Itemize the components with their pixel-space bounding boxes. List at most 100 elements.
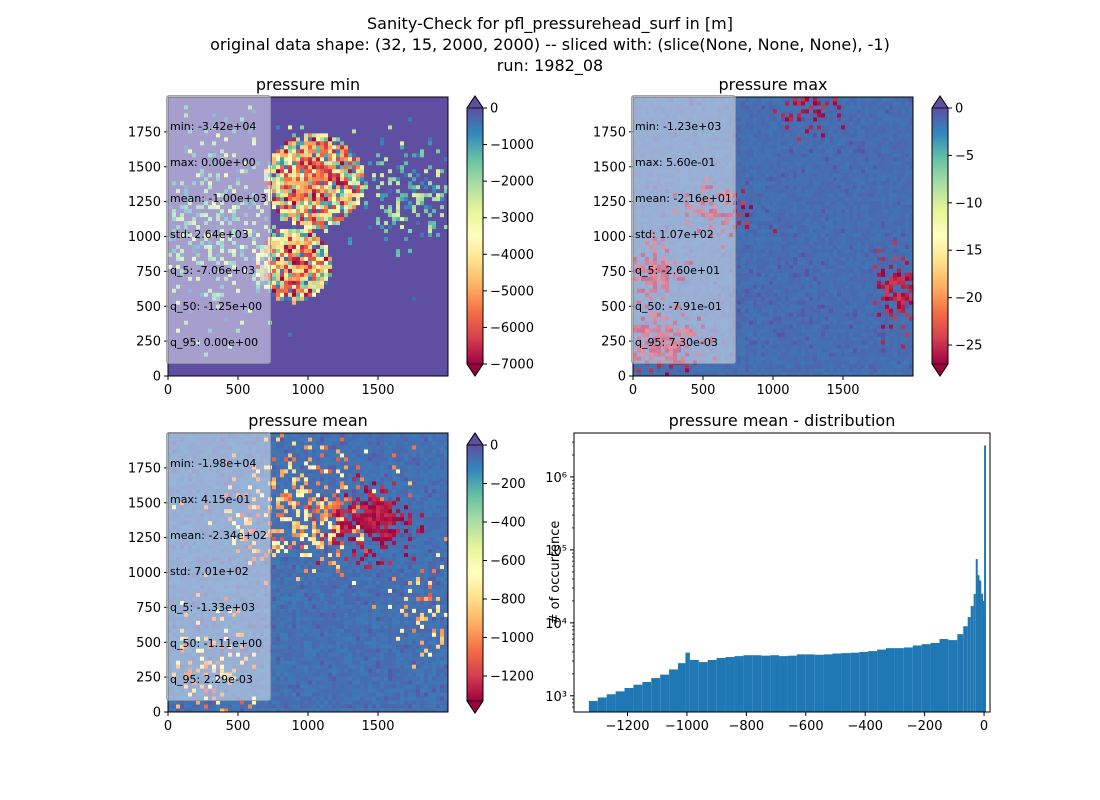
heatmap-cell (380, 224, 385, 230)
heatmap-cell (344, 264, 349, 269)
heatmap-cell (384, 220, 389, 226)
heatmap-cell (256, 204, 261, 210)
heatmap-cell (180, 372, 185, 377)
heatmap-cell (440, 212, 445, 218)
heatmap-cell (432, 344, 437, 349)
heatmap-cell (412, 328, 417, 333)
heatmap-cell (212, 112, 217, 118)
heatmap-cell (436, 188, 441, 194)
heatmap-cell (404, 360, 409, 365)
heatmap-cell (416, 288, 421, 293)
heatmap-cell (192, 300, 197, 305)
heatmap-cell (220, 248, 225, 253)
heatmap-cell (208, 344, 213, 349)
heatmap-cell (633, 348, 638, 353)
heatmap-cell (332, 220, 337, 226)
heatmap-cell (340, 344, 345, 349)
heatmap-cell (400, 256, 405, 261)
heatmap-cell (340, 336, 345, 341)
heatmap-cell (356, 232, 361, 237)
heatmap-cell (444, 172, 449, 178)
heatmap-cell (440, 224, 445, 230)
heatmap-cell (256, 152, 261, 158)
heatmap-cell (384, 308, 389, 313)
heatmap-cell (364, 164, 369, 170)
heatmap-cell (288, 328, 293, 333)
heatmap-cell (416, 108, 421, 114)
heatmap-cell (220, 160, 225, 166)
heatmap-cell (276, 300, 281, 305)
heatmap-cell (212, 148, 217, 154)
heatmap-cell (256, 252, 261, 257)
heatmap-cell (300, 364, 305, 369)
heatmap-cell (180, 108, 185, 114)
heatmap-cell (192, 140, 197, 146)
heatmap-cell (184, 228, 189, 234)
heatmap-cell (312, 240, 317, 245)
heatmap-cell (176, 168, 181, 174)
heatmap-cell (404, 300, 409, 305)
heatmap-cell (384, 280, 389, 285)
heatmap-cell (432, 136, 437, 142)
heatmap-cell (280, 256, 285, 261)
heatmap-cell (188, 144, 193, 150)
heatmap-cell (252, 352, 257, 357)
heatmap-cell (224, 208, 229, 214)
heatmap-cell (196, 212, 201, 218)
heatmap-cell (212, 188, 217, 194)
heatmap-cell (444, 180, 449, 186)
heatmap-cell (292, 168, 297, 174)
heatmap-cell (240, 296, 245, 301)
heatmap-cell (344, 268, 349, 273)
heatmap-cell (368, 192, 373, 198)
heatmap-cell (236, 308, 241, 313)
heatmap-cell (428, 344, 433, 349)
heatmap-cell (248, 332, 253, 337)
heatmap-cell (392, 272, 397, 277)
heatmap-cell (180, 97, 185, 102)
heatmap-cell (264, 236, 269, 241)
heatmap-cell (404, 352, 409, 357)
heatmap-cell (196, 276, 201, 281)
heatmap-cell (352, 308, 357, 313)
heatmap-cell (228, 124, 233, 130)
heatmap-cell (416, 176, 421, 182)
heatmap-cell (360, 136, 365, 142)
heatmap-cell (216, 204, 221, 210)
heatmap-cell (304, 196, 309, 202)
heatmap-cell (316, 364, 321, 369)
heatmap-cell (404, 140, 409, 146)
heatmap-cell (248, 264, 253, 269)
heatmap-cell (392, 220, 397, 226)
heatmap-cell (196, 320, 201, 325)
heatmap-cell (384, 352, 389, 357)
heatmap-cell (380, 104, 385, 110)
heatmap-cell (400, 356, 405, 361)
heatmap-cell (220, 292, 225, 297)
heatmap-cell (200, 364, 205, 369)
heatmap-cell (396, 192, 401, 198)
heatmap-cell (212, 212, 217, 218)
heatmap-cell (168, 140, 173, 146)
heatmap-cell (408, 264, 413, 269)
heatmap-cell (272, 280, 277, 285)
heatmap-cell (288, 248, 293, 253)
heatmap-cell (424, 296, 429, 301)
heatmap-cell (184, 252, 189, 257)
heatmap-cell (312, 168, 317, 174)
heatmap-cell (633, 308, 638, 313)
heatmap-cell (348, 300, 353, 305)
heatmap-cell (332, 144, 337, 150)
heatmap-cell (372, 172, 377, 178)
heatmap-cell (300, 160, 305, 166)
heatmap-cell (444, 136, 449, 142)
heatmap-cell (444, 308, 449, 313)
heatmap-cell (408, 220, 413, 226)
heatmap-cell (192, 276, 197, 281)
heatmap-cell (280, 220, 285, 226)
heatmap-cell (300, 268, 305, 273)
heatmap-cell (364, 336, 369, 341)
heatmap-cell (304, 172, 309, 178)
heatmap-cell (204, 236, 209, 241)
heatmap-cell (276, 176, 281, 182)
